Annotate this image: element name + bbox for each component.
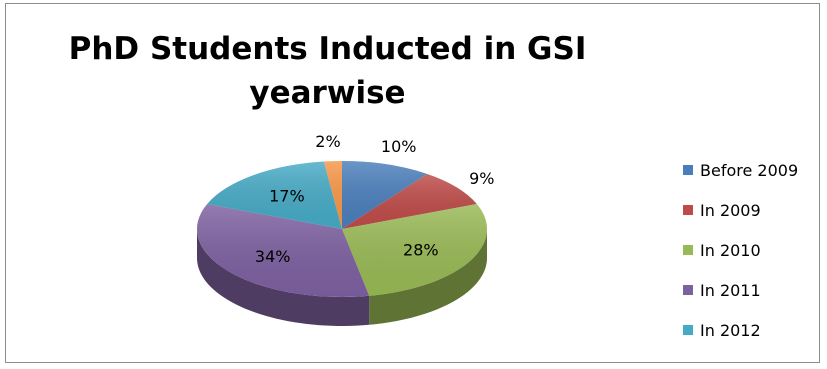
legend-swatch [683, 245, 693, 255]
chart-title: PhD Students Inducted in GSI yearwise [68, 31, 587, 111]
pie-slice-highlight [342, 161, 428, 229]
pie-slice-highlight [342, 173, 477, 229]
legend-swatch [683, 325, 693, 335]
legend-swatch [683, 205, 693, 215]
legend-item: Before 2009 [683, 150, 798, 190]
legend-swatch [683, 285, 693, 295]
pie-slice-highlight [323, 161, 342, 229]
data-label: 10% [381, 137, 417, 156]
legend-label: In 2009 [700, 200, 761, 220]
legend-item: In 2012 [683, 310, 798, 350]
pie-slice-highlight [207, 161, 342, 229]
pie-slice-side [197, 229, 370, 326]
legend-item: In 2011 [683, 270, 798, 310]
data-label: 28% [403, 240, 439, 259]
pie-slice-highlight [342, 203, 488, 296]
legend-item: In 2009 [683, 190, 798, 230]
data-label: 9% [469, 169, 494, 188]
legend-label: In 2010 [700, 240, 761, 260]
pie-slice-side [369, 229, 487, 325]
legend-item: In 2010 [683, 230, 798, 270]
legend-label: Before 2009 [700, 160, 799, 180]
legend-swatch [683, 165, 693, 175]
legend: Before 2009 In 2009 In 2010 In 2011 In 2… [683, 150, 798, 350]
data-label: 17% [269, 187, 305, 206]
data-label: 2% [315, 132, 340, 151]
legend-label: In 2011 [700, 280, 761, 300]
data-label: 34% [255, 247, 291, 266]
pie-slice-highlight [196, 203, 370, 298]
legend-label: In 2012 [700, 320, 761, 340]
